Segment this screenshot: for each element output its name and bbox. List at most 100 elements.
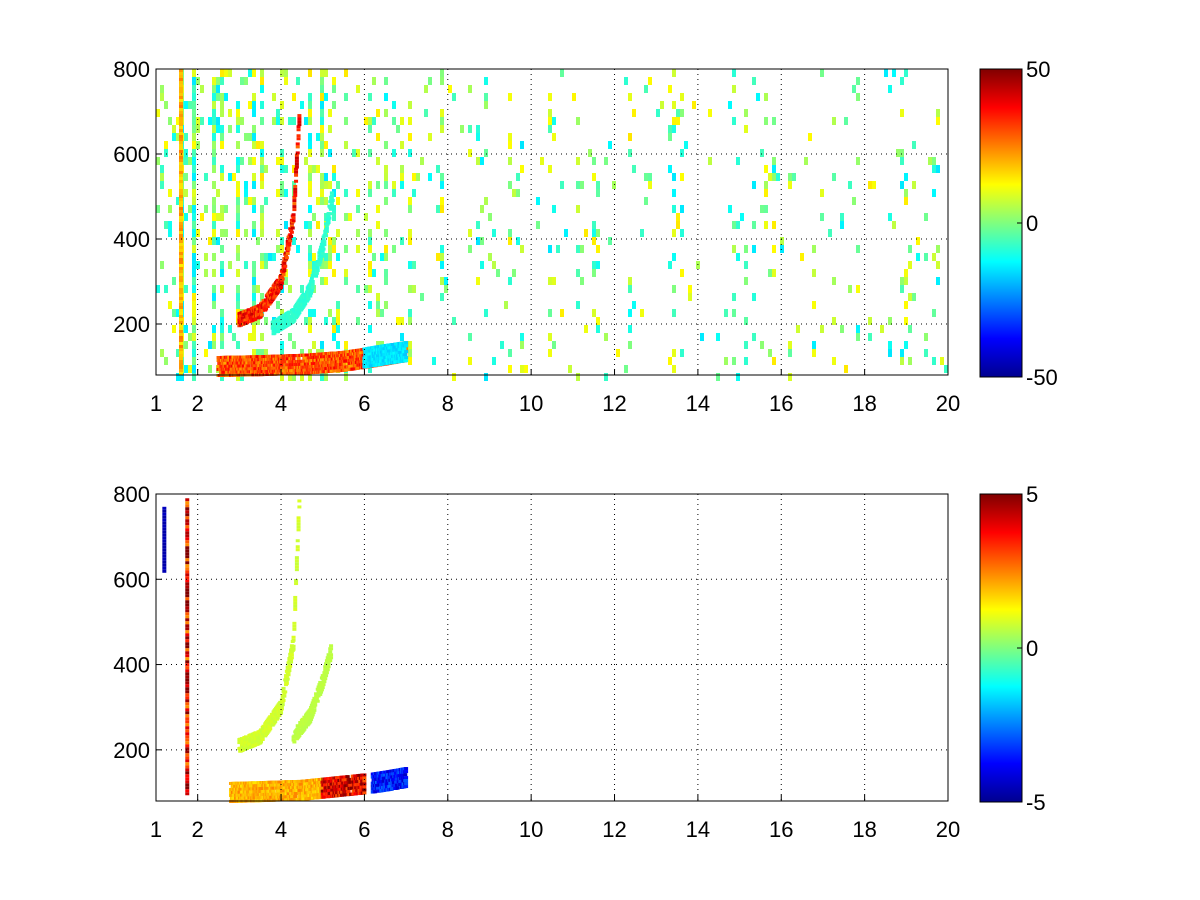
heatmap-cell (324, 226, 329, 230)
heatmap-cell (344, 245, 348, 253)
heatmap-cell (312, 268, 317, 272)
heatmap-cell (628, 309, 632, 317)
heatmap-cell (308, 117, 312, 125)
heatmap-cell (592, 309, 596, 317)
heatmap-cell (708, 109, 712, 117)
heatmap-cell (352, 149, 356, 157)
heatmap-cell (484, 373, 488, 381)
heatmap-cell (398, 780, 403, 784)
heatmap-cell (212, 293, 216, 301)
heatmap-cell (300, 349, 304, 357)
heatmap-cell (928, 157, 932, 165)
heatmap-cell (297, 123, 302, 127)
heatmap-cell (294, 568, 299, 572)
heatmap-cell (185, 789, 190, 793)
heatmap-cell (294, 156, 299, 160)
heatmap-cell (185, 729, 190, 733)
heatmap-cell (348, 777, 353, 781)
heatmap-cell (856, 245, 860, 253)
heatmap-cell (212, 237, 216, 245)
heatmap-cell (297, 791, 302, 795)
heatmap-cell (236, 109, 240, 117)
heatmap-cell (179, 87, 184, 90)
heatmap-cell (370, 361, 375, 365)
heatmap-cell (317, 263, 322, 267)
heatmap-cell (298, 368, 303, 372)
heatmap-cell (632, 165, 636, 173)
heatmap-cell (508, 229, 512, 237)
heatmap-cell (185, 642, 190, 646)
heatmap-cell (300, 717, 305, 721)
heatmap-cell (936, 245, 940, 253)
heatmap-cell (252, 269, 256, 277)
heatmap-cell (185, 528, 190, 532)
heatmap-cell (444, 277, 448, 285)
heatmap-cell (284, 269, 288, 277)
heatmap-cell (576, 205, 580, 213)
heatmap-cell (184, 157, 188, 165)
heatmap-cell (260, 85, 264, 93)
heatmap-cell (179, 315, 184, 318)
heatmap-cell (184, 189, 188, 197)
heatmap-cell (368, 269, 372, 277)
heatmap-cell (179, 156, 184, 159)
heatmap-cell (724, 357, 728, 365)
heatmap-cell (812, 341, 816, 349)
heatmap-cell (220, 317, 224, 325)
heatmap-cell (216, 77, 220, 85)
heatmap-cell (440, 253, 444, 261)
heatmap-cell (264, 197, 268, 205)
heatmap-cell (840, 213, 844, 221)
heatmap-cell (270, 323, 275, 327)
heatmap-cell (384, 173, 388, 181)
heatmap-cell (256, 285, 260, 293)
heatmap-cell (184, 285, 188, 293)
heatmap-cell (576, 117, 580, 125)
heatmap-cell (308, 165, 312, 173)
heatmap-cell (224, 69, 228, 77)
heatmap-cell (260, 149, 264, 157)
heatmap-cell (179, 372, 184, 375)
heatmap-cell (308, 141, 312, 149)
colorbar (979, 68, 1023, 378)
heatmap-cell (404, 782, 409, 786)
heatmap-cell (252, 101, 256, 109)
heatmap-cell (179, 303, 184, 306)
heatmap-cell (294, 565, 299, 569)
heatmap-cell (279, 281, 284, 285)
heatmap-cell (220, 333, 224, 341)
heatmap-cell (291, 213, 296, 217)
heatmap-cell (744, 317, 748, 325)
heatmap-cell (296, 245, 300, 253)
heatmap-cell (332, 325, 336, 333)
heatmap-cell (185, 540, 190, 544)
heatmap-cell (260, 221, 264, 229)
heatmap-cell (303, 356, 308, 360)
heatmap-cell (440, 261, 444, 269)
heatmap-cell (185, 504, 190, 508)
heatmap-cell (412, 261, 416, 269)
heatmap-cell (476, 125, 480, 133)
heatmap-cell (295, 548, 300, 552)
heatmap-cell (350, 355, 355, 359)
heatmap-cell (179, 189, 184, 192)
heatmap-cell (185, 627, 190, 631)
heatmap-cell (856, 93, 860, 101)
heatmap-cell (329, 197, 334, 201)
heatmap-cell (162, 569, 167, 573)
heatmap-cell (760, 149, 764, 157)
heatmap-cell (188, 205, 192, 213)
heatmap-cell (398, 350, 403, 354)
heatmap-cell (297, 120, 302, 124)
heatmap-cell (900, 349, 904, 357)
heatmap-cell (236, 221, 240, 229)
heatmap-cell (212, 101, 216, 109)
heatmap-cell (294, 170, 299, 174)
heatmap-cell (904, 269, 908, 277)
heatmap-cell (292, 117, 296, 125)
heatmap-cell (309, 291, 314, 295)
heatmap-cell (261, 724, 266, 728)
heatmap-cell (288, 117, 292, 125)
heatmap-cell (236, 781, 241, 785)
heatmap-cell (192, 133, 196, 141)
